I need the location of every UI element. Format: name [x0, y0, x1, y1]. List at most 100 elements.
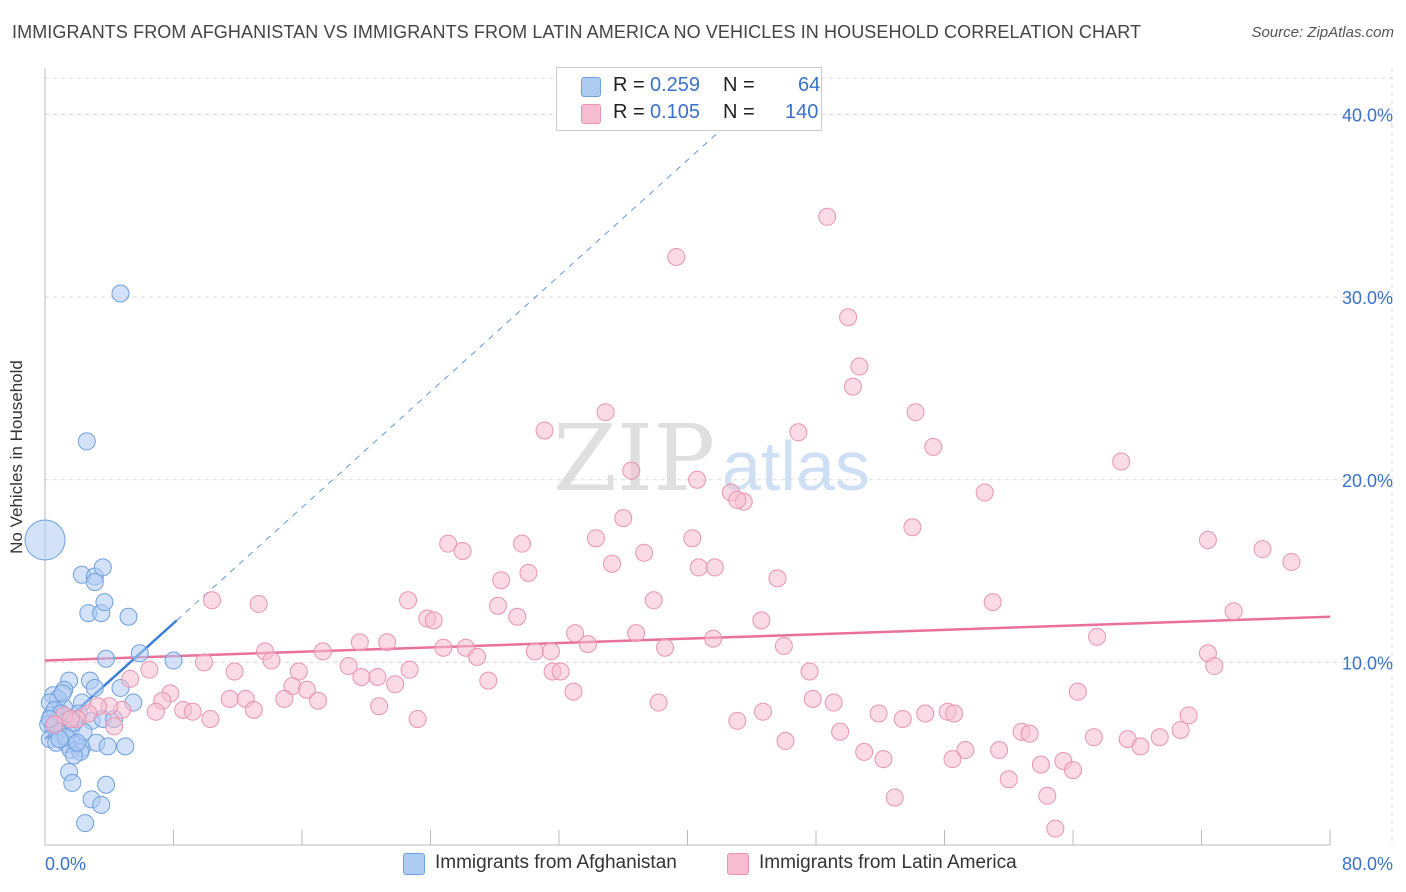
point-latin-america	[627, 624, 646, 643]
point-latin-america	[667, 247, 686, 266]
point-latin-america	[368, 667, 387, 686]
x-tick-label: 0.0%	[45, 854, 86, 874]
y-tick-label: 30.0%	[1342, 288, 1393, 308]
point-latin-america	[1064, 761, 1082, 780]
point-latin-america	[297, 680, 316, 699]
point-afghanistan	[53, 684, 72, 703]
point-latin-america	[644, 591, 663, 610]
point-afghanistan	[63, 773, 82, 792]
chart-title: IMMIGRANTS FROM AFGHANISTAN VS IMMIGRANT…	[12, 22, 1142, 42]
point-latin-america	[339, 657, 358, 676]
point-afghanistan	[97, 775, 116, 794]
point-latin-america	[249, 594, 268, 613]
point-latin-america	[768, 569, 787, 588]
point-latin-america	[140, 660, 159, 679]
point-latin-america	[453, 541, 472, 560]
point-latin-america	[525, 642, 544, 661]
point-latin-america	[990, 741, 1009, 760]
r-label: R =	[613, 74, 645, 96]
point-latin-america	[105, 717, 124, 736]
y-tick-labels: 10.0% 20.0% 30.0% 40.0%	[1342, 106, 1393, 674]
point-latin-america	[635, 543, 654, 562]
point-latin-america	[183, 702, 202, 721]
point-latin-america	[622, 461, 641, 480]
point-latin-america	[386, 675, 405, 694]
point-latin-america	[1282, 552, 1301, 571]
point-latin-america	[831, 722, 850, 741]
point-latin-america	[705, 558, 724, 577]
r-label: R =	[613, 101, 645, 123]
point-latin-america	[704, 629, 723, 648]
point-latin-america	[688, 470, 707, 489]
point-latin-america	[551, 662, 570, 681]
point-latin-america	[850, 357, 869, 376]
point-latin-america	[683, 529, 702, 548]
point-latin-america	[479, 671, 498, 690]
point-latin-america	[906, 403, 925, 422]
point-afghanistan	[111, 284, 130, 303]
point-latin-america	[1171, 720, 1190, 739]
point-latin-america	[439, 534, 458, 553]
point-latin-america	[400, 660, 419, 679]
point-latin-america	[1084, 728, 1103, 747]
point-latin-america	[843, 377, 862, 396]
point-afghanistan	[85, 573, 104, 592]
point-latin-america	[999, 770, 1018, 789]
x-tick-label: 80.0%	[1342, 854, 1393, 874]
point-latin-america	[1020, 724, 1039, 743]
point-latin-america	[513, 534, 532, 553]
point-latin-america	[508, 607, 527, 626]
point-afghanistan	[130, 644, 149, 663]
point-latin-america	[146, 702, 165, 721]
legend-label: Immigrants from Afghanistan	[435, 852, 677, 873]
point-afghanistan	[95, 593, 114, 612]
point-latin-america	[1112, 452, 1131, 471]
point-latin-america	[352, 667, 371, 686]
source-attribution: Source: ZipAtlas.com	[1251, 24, 1394, 41]
point-latin-america	[564, 682, 583, 701]
point-latin-america	[1031, 755, 1050, 774]
point-latin-america	[434, 638, 453, 657]
point-latin-america	[824, 693, 843, 712]
r-value: 0.259	[650, 74, 701, 96]
point-afghanistan	[85, 678, 104, 697]
point-afghanistan	[77, 432, 96, 451]
point-latin-america	[201, 709, 220, 728]
point-latin-america	[874, 750, 893, 769]
point-latin-america	[468, 647, 487, 666]
point-afghanistan	[97, 649, 116, 668]
point-latin-america	[408, 709, 427, 728]
point-latin-america	[596, 403, 615, 422]
point-latin-america	[1224, 602, 1243, 621]
point-latin-america	[943, 750, 962, 769]
point-latin-america	[1088, 627, 1107, 646]
point-latin-america	[492, 571, 511, 590]
point-latin-america	[1198, 531, 1217, 550]
point-latin-america	[244, 700, 263, 719]
pink-swatch	[581, 104, 601, 124]
point-latin-america	[614, 509, 633, 528]
n-label: N =	[723, 101, 755, 123]
point-latin-america	[378, 633, 397, 652]
point-latin-america	[541, 642, 560, 661]
blue-swatch	[403, 853, 425, 875]
point-latin-america	[578, 635, 597, 654]
point-latin-america	[789, 423, 808, 442]
y-tick-label: 10.0%	[1342, 653, 1393, 673]
point-afghanistan	[98, 737, 117, 756]
point-latin-america	[1150, 728, 1169, 747]
y-tick-label: 40.0%	[1342, 106, 1393, 126]
gridlines	[45, 68, 1393, 845]
point-latin-america	[752, 611, 771, 630]
point-latin-america	[649, 693, 668, 712]
point-latin-america	[195, 653, 214, 672]
point-latin-america	[855, 742, 874, 761]
trend-line-afghanistan-extended	[176, 109, 745, 621]
point-latin-america	[535, 421, 554, 440]
point-latin-america	[753, 702, 772, 721]
point-latin-america	[1046, 819, 1065, 838]
point-latin-america	[728, 711, 747, 730]
point-latin-america	[370, 697, 389, 716]
point-latin-america	[399, 591, 418, 610]
x-tick-labels: 0.0% 80.0%	[45, 854, 1393, 874]
